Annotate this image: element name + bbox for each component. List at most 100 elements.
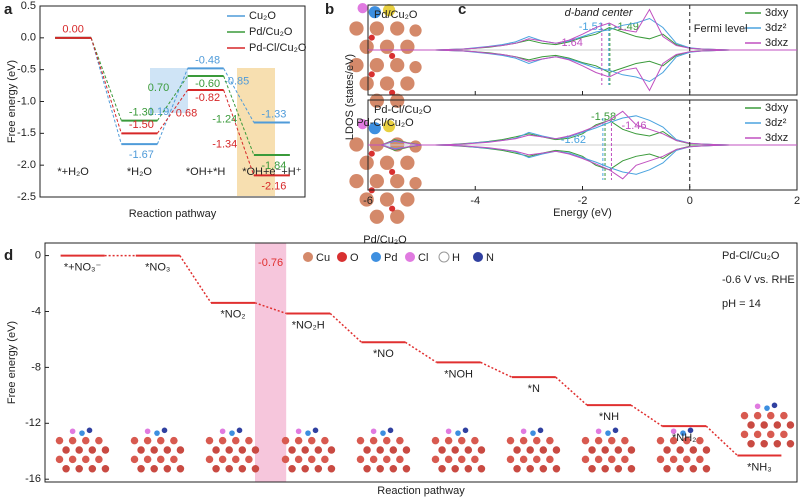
y-axis-title: Free energy (eV) [6,60,18,143]
connector [90,37,122,121]
plot-frame [44,242,798,483]
barrier-label: -1.24 [212,113,237,125]
connector [480,361,513,378]
x-axis-title: Reaction pathway [377,485,465,497]
y-tick-label: 0.5 [21,0,36,12]
legend-swatch [371,252,381,262]
step-label: *N [528,383,540,395]
ldos-curve [368,49,797,74]
step-label: *NOH [444,368,473,380]
y-tick-label: -8 [31,361,41,373]
adsorption-model [740,402,795,448]
connector [705,425,738,456]
step-label: *NH [599,411,619,423]
legend-swatch [303,252,313,262]
adsorption-model [281,427,336,473]
structure-label: Pd/Cu₂O [363,234,407,246]
ldos-curve [368,49,797,92]
connector [404,341,438,363]
adsorption-model [205,427,260,473]
note: Pd-Cl/Cu₂O [722,250,780,262]
barrier-label: 0.70 [148,82,169,94]
connector [555,376,588,406]
y-tick-label: -12 [25,417,41,429]
connector [223,89,255,176]
legend-label: 3dxy [765,7,789,19]
panel-label: b [325,1,334,18]
connector [156,89,189,134]
panel-label: c [458,1,466,18]
x-tick-label: -2 [578,195,588,207]
structure [349,119,422,224]
connector [223,75,255,156]
barrier-label: -1.34 [212,139,237,151]
x-tick-label: *+H₂O [57,166,89,178]
value-label: -0.60 [195,78,220,90]
legend-swatch [337,252,347,262]
structure-label: Pd-Cl/Cu₂O [356,117,414,129]
d-band-center-label: -1.46 [621,120,646,132]
note: -0.6 V vs. RHE [722,274,795,286]
step-label: *NO₂ [220,309,245,321]
y-tick-label: -1.0 [17,95,36,107]
x-tick-label: *OH+*H [186,166,225,178]
legend-label: Cu₂O [249,10,276,22]
value-label: -1.30 [129,107,154,119]
x-axis-title: Reaction pathway [129,208,217,220]
legend-label: Pd [384,252,397,264]
value-label: -1.50 [129,119,154,131]
d-band-center-label: -1.62 [561,134,586,146]
y-tick-label: 0.0 [21,32,36,44]
adsorption-model [506,427,561,473]
legend-label: H [452,252,460,264]
adsorption-model [581,427,636,473]
legend-label: Pd-Cl/Cu₂O [249,42,307,54]
legend-swatch [438,251,450,263]
step-label: *NH₃ [747,461,772,473]
legend-label: 3dxz [765,132,788,144]
y-tick-label: 0 [35,249,41,261]
d-band-center-label: -1.51 [579,21,604,33]
legend-label: Cu [316,252,330,264]
value-label: -0.82 [195,92,220,104]
step-label: *NO [373,348,394,360]
value-label: -1.84 [261,160,286,172]
legend-label: 3dxz [765,37,788,49]
legend-label: Pd/Cu₂O [249,26,293,38]
step-highlight [150,68,188,113]
step-label: *NO₃ [145,261,170,273]
x-tick-label: 2 [794,195,800,207]
value-label: -1.67 [129,149,154,161]
legend-label: 3dz² [765,117,787,129]
connector [90,37,122,145]
connector [329,312,362,343]
value-label: -2.16 [261,180,286,192]
connector [179,255,212,304]
legend-label: Cl [418,252,428,264]
x-tick-label: 0 [687,195,693,207]
y-tick-label: -16 [25,473,41,485]
connector [254,302,287,315]
adsorption-model [55,427,110,473]
legend-swatch [473,252,483,262]
adsorption-model [431,427,486,473]
barrier-label: 1.19 [148,106,169,118]
barrier-label: 0.68 [176,108,197,120]
step-label: *NO₂H [292,319,325,331]
panel-label: d [4,247,13,264]
legend-swatch [405,252,415,262]
barrier-label: -0.85 [224,75,249,87]
rds-label: -0.76 [258,257,283,269]
value-label: -0.48 [195,54,220,66]
y-axis-title: LDOS (states/eV) [344,54,356,140]
rds-highlight [255,243,287,482]
legend-label: 3dxy [765,102,789,114]
y-tick-label: -1.5 [17,127,36,139]
y-tick-label: -2.0 [17,159,36,171]
legend-label: O [350,252,359,264]
step-label: *NH₂ [672,432,696,444]
legend-label: N [486,252,494,264]
annotation: Fermi level [694,23,748,35]
connector [156,68,189,145]
